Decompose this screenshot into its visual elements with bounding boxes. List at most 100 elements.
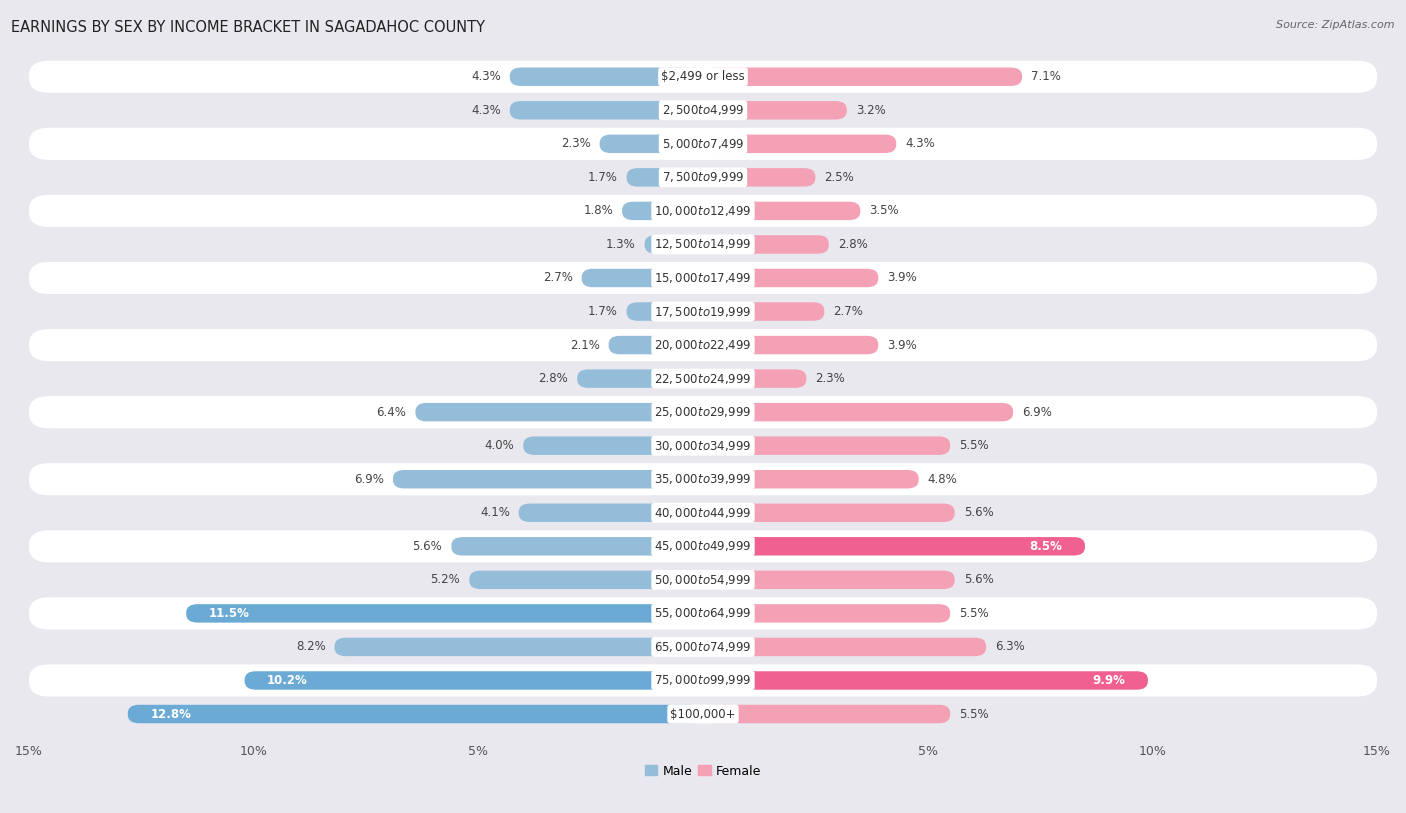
FancyBboxPatch shape bbox=[30, 563, 1376, 596]
Text: 4.3%: 4.3% bbox=[471, 104, 501, 117]
Text: EARNINGS BY SEX BY INCOME BRACKET IN SAGADAHOC COUNTY: EARNINGS BY SEX BY INCOME BRACKET IN SAG… bbox=[11, 20, 485, 35]
Text: $65,000 to $74,999: $65,000 to $74,999 bbox=[654, 640, 752, 654]
Text: 5.6%: 5.6% bbox=[963, 573, 994, 586]
FancyBboxPatch shape bbox=[703, 235, 828, 254]
FancyBboxPatch shape bbox=[627, 168, 703, 187]
Text: 2.5%: 2.5% bbox=[824, 171, 853, 184]
FancyBboxPatch shape bbox=[30, 631, 1376, 663]
Text: 7.1%: 7.1% bbox=[1031, 70, 1062, 83]
FancyBboxPatch shape bbox=[621, 202, 703, 220]
FancyBboxPatch shape bbox=[703, 369, 807, 388]
Text: 5.6%: 5.6% bbox=[963, 506, 994, 520]
FancyBboxPatch shape bbox=[703, 302, 824, 321]
Text: $25,000 to $29,999: $25,000 to $29,999 bbox=[654, 405, 752, 420]
FancyBboxPatch shape bbox=[703, 336, 879, 354]
Text: 4.3%: 4.3% bbox=[471, 70, 501, 83]
FancyBboxPatch shape bbox=[703, 571, 955, 589]
Text: 3.5%: 3.5% bbox=[869, 204, 898, 217]
FancyBboxPatch shape bbox=[186, 604, 703, 623]
FancyBboxPatch shape bbox=[703, 604, 950, 623]
Text: 2.3%: 2.3% bbox=[561, 137, 591, 150]
Text: 1.7%: 1.7% bbox=[588, 305, 617, 318]
Text: 5.5%: 5.5% bbox=[959, 439, 988, 452]
Text: 4.0%: 4.0% bbox=[485, 439, 515, 452]
Text: 2.1%: 2.1% bbox=[569, 338, 599, 351]
Text: 3.9%: 3.9% bbox=[887, 272, 917, 285]
FancyBboxPatch shape bbox=[30, 228, 1376, 260]
Text: 1.7%: 1.7% bbox=[588, 171, 617, 184]
Text: $75,000 to $99,999: $75,000 to $99,999 bbox=[654, 673, 752, 688]
Text: 5.5%: 5.5% bbox=[959, 707, 988, 720]
Text: 4.8%: 4.8% bbox=[928, 472, 957, 485]
Text: 5.2%: 5.2% bbox=[430, 573, 460, 586]
Text: $15,000 to $17,499: $15,000 to $17,499 bbox=[654, 271, 752, 285]
FancyBboxPatch shape bbox=[128, 705, 703, 724]
FancyBboxPatch shape bbox=[470, 571, 703, 589]
FancyBboxPatch shape bbox=[644, 235, 703, 254]
FancyBboxPatch shape bbox=[703, 672, 1147, 689]
Text: 8.2%: 8.2% bbox=[295, 641, 326, 654]
Text: 5.5%: 5.5% bbox=[959, 606, 988, 620]
FancyBboxPatch shape bbox=[30, 295, 1376, 328]
FancyBboxPatch shape bbox=[30, 94, 1376, 126]
FancyBboxPatch shape bbox=[30, 664, 1376, 697]
FancyBboxPatch shape bbox=[703, 637, 986, 656]
FancyBboxPatch shape bbox=[703, 269, 879, 287]
Text: 3.9%: 3.9% bbox=[887, 338, 917, 351]
Text: 10.2%: 10.2% bbox=[267, 674, 308, 687]
Text: 4.1%: 4.1% bbox=[479, 506, 510, 520]
Text: $100,000+: $100,000+ bbox=[671, 707, 735, 720]
FancyBboxPatch shape bbox=[30, 698, 1376, 730]
Text: 2.8%: 2.8% bbox=[838, 238, 868, 251]
FancyBboxPatch shape bbox=[30, 363, 1376, 394]
Text: $35,000 to $39,999: $35,000 to $39,999 bbox=[654, 472, 752, 486]
FancyBboxPatch shape bbox=[30, 195, 1376, 227]
Text: $45,000 to $49,999: $45,000 to $49,999 bbox=[654, 539, 752, 554]
Text: 5.6%: 5.6% bbox=[412, 540, 443, 553]
FancyBboxPatch shape bbox=[703, 67, 1022, 86]
FancyBboxPatch shape bbox=[703, 705, 950, 724]
Text: 11.5%: 11.5% bbox=[208, 606, 249, 620]
Text: 2.7%: 2.7% bbox=[834, 305, 863, 318]
Text: 3.2%: 3.2% bbox=[856, 104, 886, 117]
Text: 6.3%: 6.3% bbox=[995, 641, 1025, 654]
FancyBboxPatch shape bbox=[582, 269, 703, 287]
FancyBboxPatch shape bbox=[703, 403, 1014, 421]
Text: 4.3%: 4.3% bbox=[905, 137, 935, 150]
Text: 2.7%: 2.7% bbox=[543, 272, 572, 285]
FancyBboxPatch shape bbox=[523, 437, 703, 455]
Text: $20,000 to $22,499: $20,000 to $22,499 bbox=[654, 338, 752, 352]
FancyBboxPatch shape bbox=[703, 168, 815, 187]
Text: 1.8%: 1.8% bbox=[583, 204, 613, 217]
Text: 8.5%: 8.5% bbox=[1029, 540, 1063, 553]
FancyBboxPatch shape bbox=[703, 135, 896, 153]
Text: 6.4%: 6.4% bbox=[377, 406, 406, 419]
Text: $30,000 to $34,999: $30,000 to $34,999 bbox=[654, 439, 752, 453]
FancyBboxPatch shape bbox=[30, 598, 1376, 629]
FancyBboxPatch shape bbox=[245, 672, 703, 689]
FancyBboxPatch shape bbox=[703, 537, 1085, 555]
Text: $55,000 to $64,999: $55,000 to $64,999 bbox=[654, 606, 752, 620]
Text: 2.3%: 2.3% bbox=[815, 372, 845, 385]
FancyBboxPatch shape bbox=[30, 161, 1376, 193]
FancyBboxPatch shape bbox=[30, 396, 1376, 428]
Text: 2.8%: 2.8% bbox=[538, 372, 568, 385]
FancyBboxPatch shape bbox=[703, 470, 918, 489]
Text: $50,000 to $54,999: $50,000 to $54,999 bbox=[654, 573, 752, 587]
FancyBboxPatch shape bbox=[703, 101, 846, 120]
FancyBboxPatch shape bbox=[30, 128, 1376, 160]
Text: 12.8%: 12.8% bbox=[150, 707, 191, 720]
Text: $5,000 to $7,499: $5,000 to $7,499 bbox=[662, 137, 744, 151]
Text: $40,000 to $44,999: $40,000 to $44,999 bbox=[654, 506, 752, 520]
FancyBboxPatch shape bbox=[599, 135, 703, 153]
FancyBboxPatch shape bbox=[451, 537, 703, 555]
FancyBboxPatch shape bbox=[30, 329, 1376, 361]
Text: 9.9%: 9.9% bbox=[1092, 674, 1125, 687]
FancyBboxPatch shape bbox=[30, 530, 1376, 563]
FancyBboxPatch shape bbox=[609, 336, 703, 354]
FancyBboxPatch shape bbox=[30, 497, 1376, 529]
FancyBboxPatch shape bbox=[627, 302, 703, 321]
FancyBboxPatch shape bbox=[703, 202, 860, 220]
FancyBboxPatch shape bbox=[703, 503, 955, 522]
Text: $7,500 to $9,999: $7,500 to $9,999 bbox=[662, 171, 744, 185]
